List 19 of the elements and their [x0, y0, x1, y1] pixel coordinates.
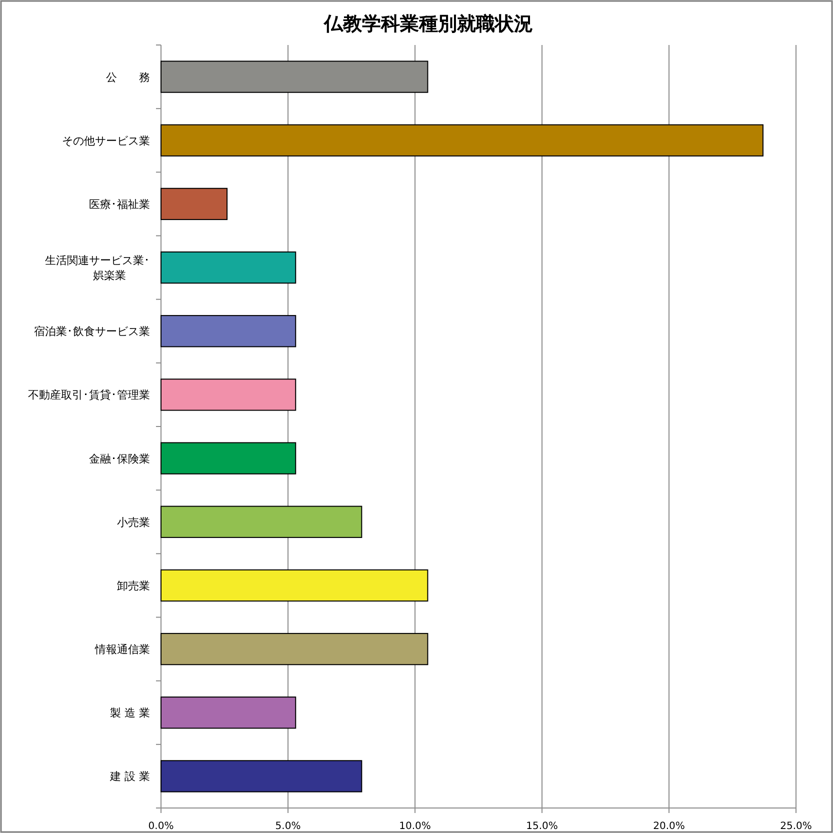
x-tick-label: 25.0%	[780, 821, 812, 832]
x-tick-label: 10.0%	[399, 821, 431, 832]
y-tick-label: 情報通信業	[94, 643, 150, 656]
y-tick-label: 金融･保険業	[89, 452, 150, 466]
y-tick-label: 製 造 業	[110, 706, 150, 720]
y-tick-label: 不動産取引･賃貸･管理業	[28, 388, 150, 402]
y-tick-label: 生活関連サービス業･娯楽業	[45, 254, 150, 282]
chart-title: 仏教学科業種別就職状況	[323, 13, 533, 35]
y-tick-label: 建 設 業	[109, 770, 150, 784]
y-tick-label: その他サービス業	[62, 134, 150, 148]
y-tick-label: 公 務	[106, 70, 150, 84]
x-tick-label: 15.0%	[526, 821, 558, 832]
x-tick-label: 20.0%	[653, 821, 685, 832]
x-tick-label: 0.0%	[148, 821, 174, 832]
y-tick-label: 小売業	[117, 516, 150, 529]
x-tick-label: 5.0%	[275, 821, 301, 832]
y-tick-label: 宿泊業･飲食サービス業	[34, 325, 150, 338]
y-tick-label: 卸売業	[117, 579, 150, 592]
y-tick-label: 医療･福祉業	[89, 198, 150, 211]
